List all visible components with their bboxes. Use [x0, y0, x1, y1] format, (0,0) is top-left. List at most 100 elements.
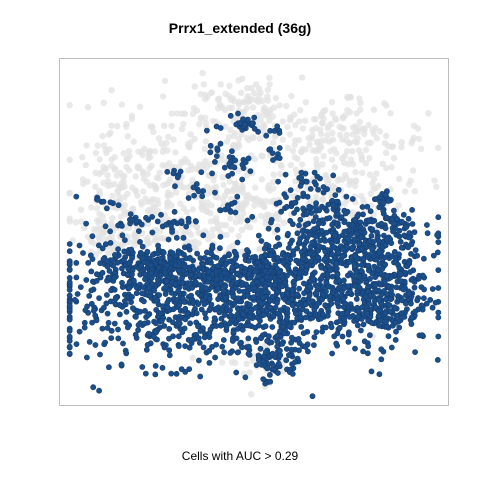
- scatter-point: [289, 370, 296, 377]
- scatter-point: [427, 296, 434, 303]
- scatter-point: [251, 114, 258, 121]
- scatter-point: [352, 168, 359, 176]
- scatter-point: [66, 261, 73, 267]
- scatter-point: [321, 256, 328, 262]
- scatter-point: [281, 330, 288, 337]
- scatter-point: [249, 213, 256, 220]
- scatter-point: [96, 170, 103, 177]
- scatter-point: [178, 218, 185, 225]
- scatter-point: [173, 234, 180, 241]
- scatter-point: [306, 231, 313, 238]
- scatter-point: [435, 214, 442, 221]
- scatter-point: [140, 188, 147, 195]
- scatter-point: [92, 342, 99, 348]
- scatter-point: [375, 307, 382, 314]
- scatter-point: [396, 324, 403, 331]
- scatter-point: [234, 193, 241, 200]
- scatter-point: [81, 324, 88, 331]
- scatter-point: [255, 357, 262, 363]
- scatter-point: [164, 199, 171, 207]
- scatter-point: [172, 183, 178, 190]
- scatter-point: [221, 270, 228, 276]
- scatter-point: [308, 210, 315, 216]
- scatter-point: [380, 288, 387, 294]
- scatter-point: [339, 253, 346, 260]
- scatter-point: [408, 321, 415, 327]
- scatter-point: [280, 259, 286, 266]
- scatter-point: [183, 223, 190, 230]
- scatter-point: [235, 295, 242, 302]
- scatter-point: [164, 299, 171, 306]
- scatter-point: [168, 370, 175, 377]
- scatter-point: [169, 274, 176, 281]
- scatter-point: [328, 300, 335, 307]
- scatter-point: [309, 239, 315, 246]
- scatter-point: [295, 301, 302, 308]
- scatter-point: [122, 298, 128, 304]
- scatter-point: [112, 251, 118, 258]
- scatter-point: [84, 354, 90, 361]
- scatter-point: [141, 320, 148, 327]
- scatter-point: [144, 171, 151, 178]
- scatter-point: [351, 282, 358, 289]
- scatter-point: [96, 387, 102, 394]
- scatter-point: [125, 148, 133, 155]
- scatter-point: [357, 100, 364, 107]
- scatter-point: [208, 89, 215, 96]
- scatter-point: [285, 352, 292, 358]
- scatter-point: [435, 239, 442, 245]
- scatter-point: [353, 230, 360, 237]
- scatter-point: [183, 208, 190, 216]
- scatter-point: [360, 321, 367, 328]
- scatter-point: [342, 112, 349, 119]
- scatter-point: [219, 196, 227, 203]
- scatter-point: [287, 217, 294, 224]
- scatter-point: [337, 282, 344, 289]
- scatter-point: [253, 195, 260, 202]
- scatter-point: [77, 284, 84, 290]
- scatter-point: [387, 296, 394, 303]
- scatter-point: [376, 296, 383, 303]
- scatter-point: [403, 224, 410, 231]
- scatter-point: [139, 290, 146, 297]
- scatter-point: [206, 347, 213, 354]
- scatter-point: [89, 233, 96, 240]
- scatter-point: [274, 123, 281, 130]
- scatter-point: [280, 319, 287, 326]
- scatter-point: [339, 333, 346, 340]
- scatter-point: [77, 206, 85, 213]
- scatter-point: [396, 233, 403, 240]
- scatter-point: [299, 74, 306, 81]
- scatter-point: [163, 262, 170, 269]
- scatter-point: [371, 263, 378, 270]
- scatter-point: [407, 269, 413, 275]
- scatter-point: [226, 320, 233, 327]
- scatter-point: [222, 294, 229, 301]
- scatter-point: [299, 125, 307, 132]
- scatter-point: [311, 269, 318, 276]
- scatter-point: [407, 177, 414, 184]
- scatter-point: [366, 218, 373, 225]
- scatter-point: [215, 296, 221, 302]
- scatter-point: [249, 104, 257, 111]
- scatter-point: [312, 233, 319, 240]
- scatter-point: [96, 242, 102, 249]
- scatter-point: [277, 313, 284, 320]
- scatter-point: [364, 139, 372, 147]
- scatter-point: [365, 262, 372, 269]
- scatter-point: [319, 120, 326, 127]
- x-axis-label: Cells with AUC > 0.29: [181, 449, 299, 463]
- scatter-point: [376, 194, 383, 200]
- scatter-point: [316, 207, 323, 214]
- scatter-point: [244, 95, 251, 102]
- scatter-point: [227, 126, 234, 134]
- scatter-point: [102, 241, 109, 248]
- scatter-point: [405, 290, 412, 297]
- scatter-point: [390, 207, 397, 214]
- scatter-point: [318, 274, 325, 281]
- scatter-point: [364, 310, 370, 317]
- scatter-point: [390, 228, 396, 235]
- scatter-point: [298, 249, 305, 255]
- scatter-point: [104, 263, 111, 270]
- scatter-point: [302, 99, 309, 106]
